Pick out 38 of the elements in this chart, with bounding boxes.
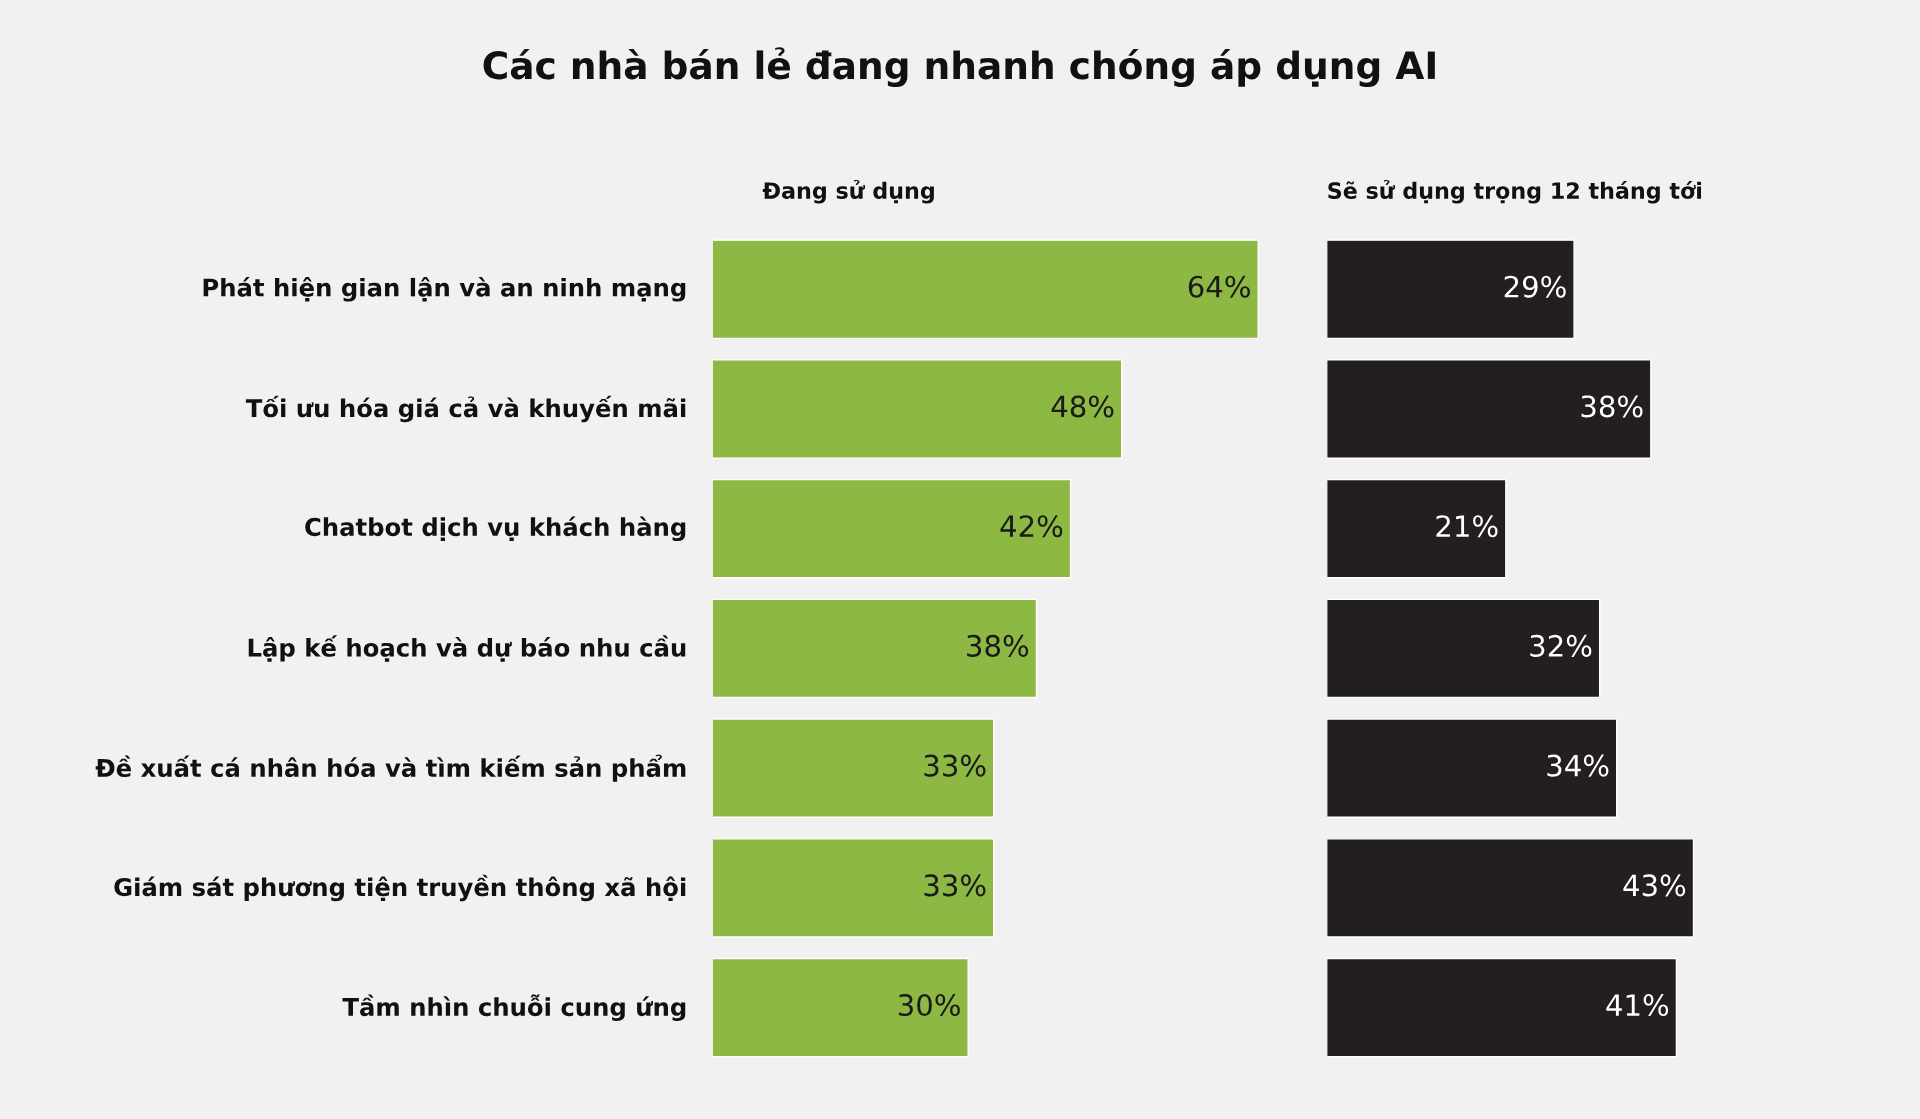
- y-tick-label: Tối ưu hóa giá cả và khuyến mãi: [245, 395, 686, 423]
- y-tick-label: Phát hiện gian lận và an ninh mạng: [203, 276, 686, 302]
- bar: [712, 359, 1123, 459]
- data-label: 32%: [1530, 634, 1592, 657]
- bar: [1326, 478, 1507, 579]
- data-label: 64%: [1188, 275, 1250, 298]
- data-label: 33%: [924, 754, 986, 777]
- bar: [1326, 239, 1575, 340]
- bar: [1326, 957, 1678, 1058]
- data-label: 30%: [898, 994, 960, 1017]
- data-label: 38%: [1581, 395, 1643, 418]
- chart-title: Các nhà bán lẻ đang nhanh chóng áp dụng AI: [483, 47, 1435, 87]
- data-label: 41%: [1606, 994, 1669, 1017]
- y-tick-label: Giám sát phương tiện truyền thông xã hội: [114, 874, 686, 902]
- y-tick-label: Tầm nhìn chuỗi cung ứng: [342, 994, 686, 1022]
- bar: [712, 957, 969, 1058]
- y-tick-label: Chatbot dịch vụ khách hàng: [305, 516, 686, 542]
- y-tick-label: Lập kế hoạch và dự báo nhu cầu: [248, 635, 686, 662]
- series-label: Sẽ sử dụng trọng 12 tháng tới: [1328, 179, 1702, 204]
- y-tick-label: Đề xuất cá nhân hóa và tìm kiếm sản phẩm: [95, 754, 686, 782]
- bar: [1326, 718, 1618, 818]
- bar: [1326, 598, 1601, 699]
- data-label: 34%: [1547, 754, 1609, 777]
- bar: [1326, 838, 1695, 938]
- bar: [712, 598, 1038, 699]
- series-label: Đang sử dụng: [762, 179, 934, 204]
- data-label: 21%: [1436, 515, 1498, 538]
- data-label: 42%: [1000, 515, 1063, 538]
- data-label: 43%: [1623, 874, 1686, 897]
- data-label: 38%: [967, 634, 1029, 657]
- bar: [712, 239, 1259, 340]
- data-label: 48%: [1051, 395, 1114, 418]
- data-label: 33%: [924, 874, 986, 897]
- bar: [712, 718, 995, 818]
- data-label: 29%: [1504, 275, 1566, 298]
- bar: [712, 478, 1072, 579]
- bar: [712, 838, 995, 938]
- bar: [1326, 359, 1652, 459]
